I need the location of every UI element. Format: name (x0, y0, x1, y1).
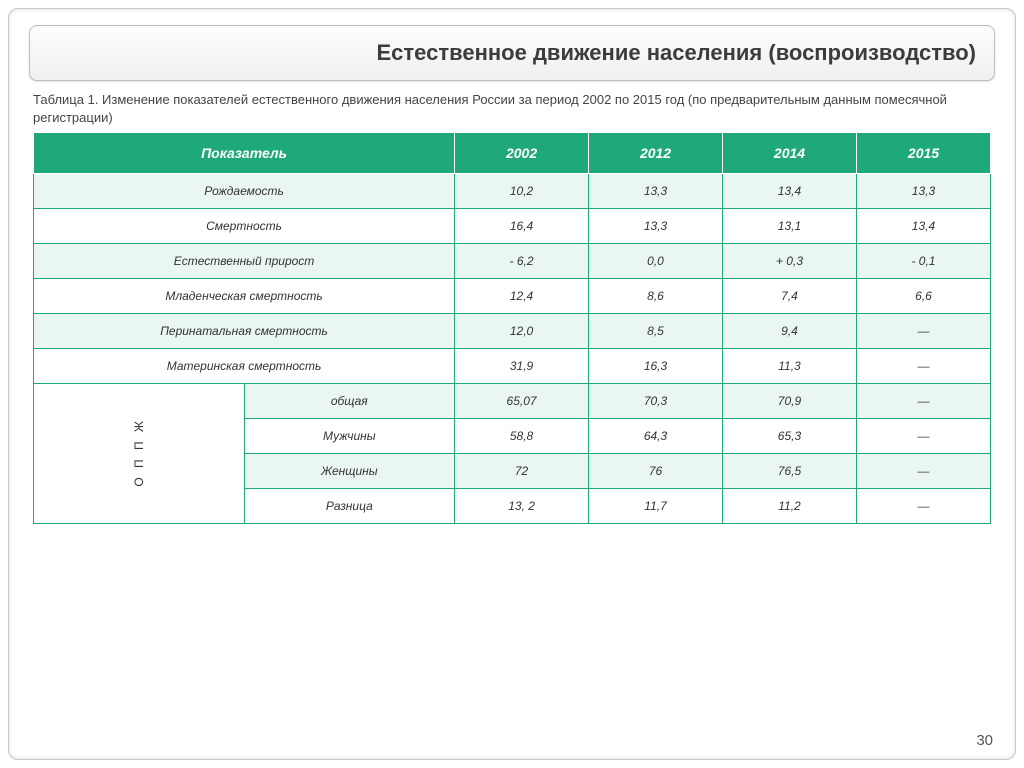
row-value: 12,4 (455, 279, 589, 314)
table-row: О П П Жобщая65,0770,370,9― (34, 384, 991, 419)
row-value: ― (856, 454, 990, 489)
subrow-label: Мужчины (244, 419, 455, 454)
row-value: 13,1 (723, 209, 857, 244)
row-value: 13,3 (589, 174, 723, 209)
table-header-row: Показатель 2002 2012 2014 2015 (34, 133, 991, 174)
title-bar: Естественное движение населения (воспрои… (29, 25, 995, 81)
row-value: 16,3 (589, 349, 723, 384)
row-value: 11,3 (723, 349, 857, 384)
row-value: 13,3 (856, 174, 990, 209)
row-value: - 0,1 (856, 244, 990, 279)
subrow-label: Разница (244, 489, 455, 524)
row-value: 6,6 (856, 279, 990, 314)
data-table-wrap: Показатель 2002 2012 2014 2015 Рождаемос… (33, 132, 991, 524)
row-value: 70,3 (589, 384, 723, 419)
row-value: 13,3 (589, 209, 723, 244)
page-title: Естественное движение населения (воспрои… (48, 40, 976, 66)
row-value: 65,3 (723, 419, 857, 454)
row-label: Перинатальная смертность (34, 314, 455, 349)
row-value: 65,07 (455, 384, 589, 419)
table-row: Естественный прирост- 6,20,0+ 0,3- 0,1 (34, 244, 991, 279)
row-label: Смертность (34, 209, 455, 244)
row-value: 7,4 (723, 279, 857, 314)
col-2014: 2014 (723, 133, 857, 174)
row-value: ― (856, 489, 990, 524)
row-value: 76 (589, 454, 723, 489)
row-value: 9,4 (723, 314, 857, 349)
row-value: 64,3 (589, 419, 723, 454)
row-value: 70,9 (723, 384, 857, 419)
group-label-text: О П П Ж (132, 418, 146, 487)
row-value: 13,4 (856, 209, 990, 244)
row-value: - 6,2 (455, 244, 589, 279)
page-number: 30 (976, 732, 993, 749)
col-2002: 2002 (455, 133, 589, 174)
row-label: Младенческая смертность (34, 279, 455, 314)
table-row: Материнская смертность31,916,311,3― (34, 349, 991, 384)
row-label: Естественный прирост (34, 244, 455, 279)
group-label-cell: О П П Ж (34, 384, 245, 524)
row-value: ― (856, 384, 990, 419)
table-row: Младенческая смертность12,48,67,46,6 (34, 279, 991, 314)
subrow-label: общая (244, 384, 455, 419)
table-caption: Таблица 1. Изменение показателей естеств… (33, 91, 991, 126)
table-row: Смертность16,413,313,113,4 (34, 209, 991, 244)
row-value: 10,2 (455, 174, 589, 209)
row-value: ― (856, 419, 990, 454)
row-value: 16,4 (455, 209, 589, 244)
row-value: 8,6 (589, 279, 723, 314)
table-row: Рождаемость10,213,313,413,3 (34, 174, 991, 209)
table-row: Перинатальная смертность12,08,59,4― (34, 314, 991, 349)
slide-frame: Естественное движение населения (воспрои… (8, 8, 1016, 760)
row-value: 13,4 (723, 174, 857, 209)
row-value: 13, 2 (455, 489, 589, 524)
row-value: ― (856, 314, 990, 349)
table-body: Рождаемость10,213,313,413,3Смертность16,… (34, 174, 991, 524)
row-value: 76,5 (723, 454, 857, 489)
row-value: 12,0 (455, 314, 589, 349)
row-value: 0,0 (589, 244, 723, 279)
row-value: 11,7 (589, 489, 723, 524)
col-indicator: Показатель (34, 133, 455, 174)
row-value: 11,2 (723, 489, 857, 524)
row-value: 31,9 (455, 349, 589, 384)
row-value: + 0,3 (723, 244, 857, 279)
row-label: Материнская смертность (34, 349, 455, 384)
subrow-label: Женщины (244, 454, 455, 489)
row-label: Рождаемость (34, 174, 455, 209)
col-2015: 2015 (856, 133, 990, 174)
row-value: 72 (455, 454, 589, 489)
row-value: 58,8 (455, 419, 589, 454)
row-value: ― (856, 349, 990, 384)
data-table: Показатель 2002 2012 2014 2015 Рождаемос… (33, 132, 991, 524)
col-2012: 2012 (589, 133, 723, 174)
row-value: 8,5 (589, 314, 723, 349)
